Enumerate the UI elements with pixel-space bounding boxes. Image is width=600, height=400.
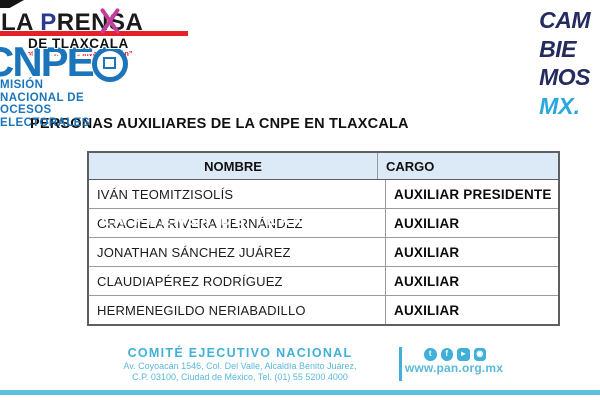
footer-address: Av. Coyoacán 1546, Col. Del Valle, Alcal… [85,361,395,382]
footer-org-title: COMITÉ EJECUTIVO NACIONAL [127,346,353,360]
cambiemos-mx: MX. [539,92,580,119]
cambiemos-line1: CAM [539,7,590,33]
cell-cargo: AUXILIAR [394,302,460,318]
footer-address-line1: Av. Coyoacán 1546, Col. Del Valle, Alcal… [123,361,357,371]
table-row: GRACIELA RIVERA HERNÁNDEZ AUXILIAR LA PR… [89,209,558,238]
footer-website: www.pan.org.mx [404,361,504,375]
cell-nombre: HERMENEGILDO NERIABADILLO [89,296,386,324]
cell-nombre: GRACIELA RIVERA HERNÁNDEZ [89,209,386,237]
cnpe-org-line1: MISIÓN NACIONAL DE [0,79,85,104]
la-prensa-tagline: “La noticia a fondo e investigación” [8,49,133,58]
cell-nombre: JONATHAN SÁNCHEZ JUÁREZ [89,238,386,266]
page-title: PERSONAS AUXILIARES DE LA CNPE EN TLAXCA… [30,116,409,132]
cnpe-ballot-swirl-icon [92,46,128,82]
footer-divider [399,347,402,381]
cambiemos-mx-logo: CAM BIE MOS MX. [539,6,590,120]
cnpe-acronym: CNPE [0,38,95,85]
table-body: IVÁN TEOMITZISOLÍS AUXILIAR PRESIDENTE G… [89,180,558,324]
footer-social-icons: t f ▸ ◉ [424,348,486,361]
youtube-icon: ▸ [457,348,470,361]
table-row: HERMENEGILDO NERIABADILLO AUXILIAR [89,296,558,324]
auxiliaries-table: NOMBRE CARGO IVÁN TEOMITZISOLÍS AUXILIAR… [87,151,560,326]
masthead-red-bar [0,31,188,36]
cambiemos-line2: BIE [539,35,576,62]
cnpe-org-name: MISIÓN NACIONAL DE OCESOS ELECTORALES [0,79,90,129]
la-prensa-region: DE TLAXCALA [28,36,129,51]
facebook-icon: f [440,348,453,361]
column-header-nombre: NOMBRE [89,153,378,179]
cell-cargo: AUXILIAR [394,215,460,231]
cell-nombre: IVÁN TEOMITZISOLÍS [89,180,386,208]
cell-cargo: AUXILIAR PRESIDENTE [394,186,552,202]
la-prensa-p-initial: P [40,9,57,36]
cambiemos-line3: MOS [539,64,590,90]
cnpe-org-line2: OCESOS ELECTORALES [0,104,90,129]
column-header-cargo: CARGO [386,158,435,174]
table-row: JONATHAN SÁNCHEZ JUÁREZ AUXILIAR [89,238,558,267]
footer-address-line2: C.P. 03100, Ciudad de México, Tel. (01) … [132,371,348,382]
table-header-row: NOMBRE CARGO [89,153,558,180]
bottom-accent-bar [0,390,600,395]
cell-cargo: AUXILIAR [394,273,460,289]
table-row: CLAUDIAPÉREZ RODRÍGUEZ AUXILIAR [89,267,558,296]
twitter-icon: t [424,348,437,361]
table-row: IVÁN TEOMITZISOLÍS AUXILIAR PRESIDENTE [89,180,558,209]
row-watermark: LA PRENSA DE TLAXCALA [101,212,360,229]
instagram-icon: ◉ [473,348,486,361]
cell-nombre: CLAUDIAPÉREZ RODRÍGUEZ [89,267,386,295]
cell-cargo: AUXILIAR [394,244,460,260]
masthead-corner-graphic [0,0,24,8]
